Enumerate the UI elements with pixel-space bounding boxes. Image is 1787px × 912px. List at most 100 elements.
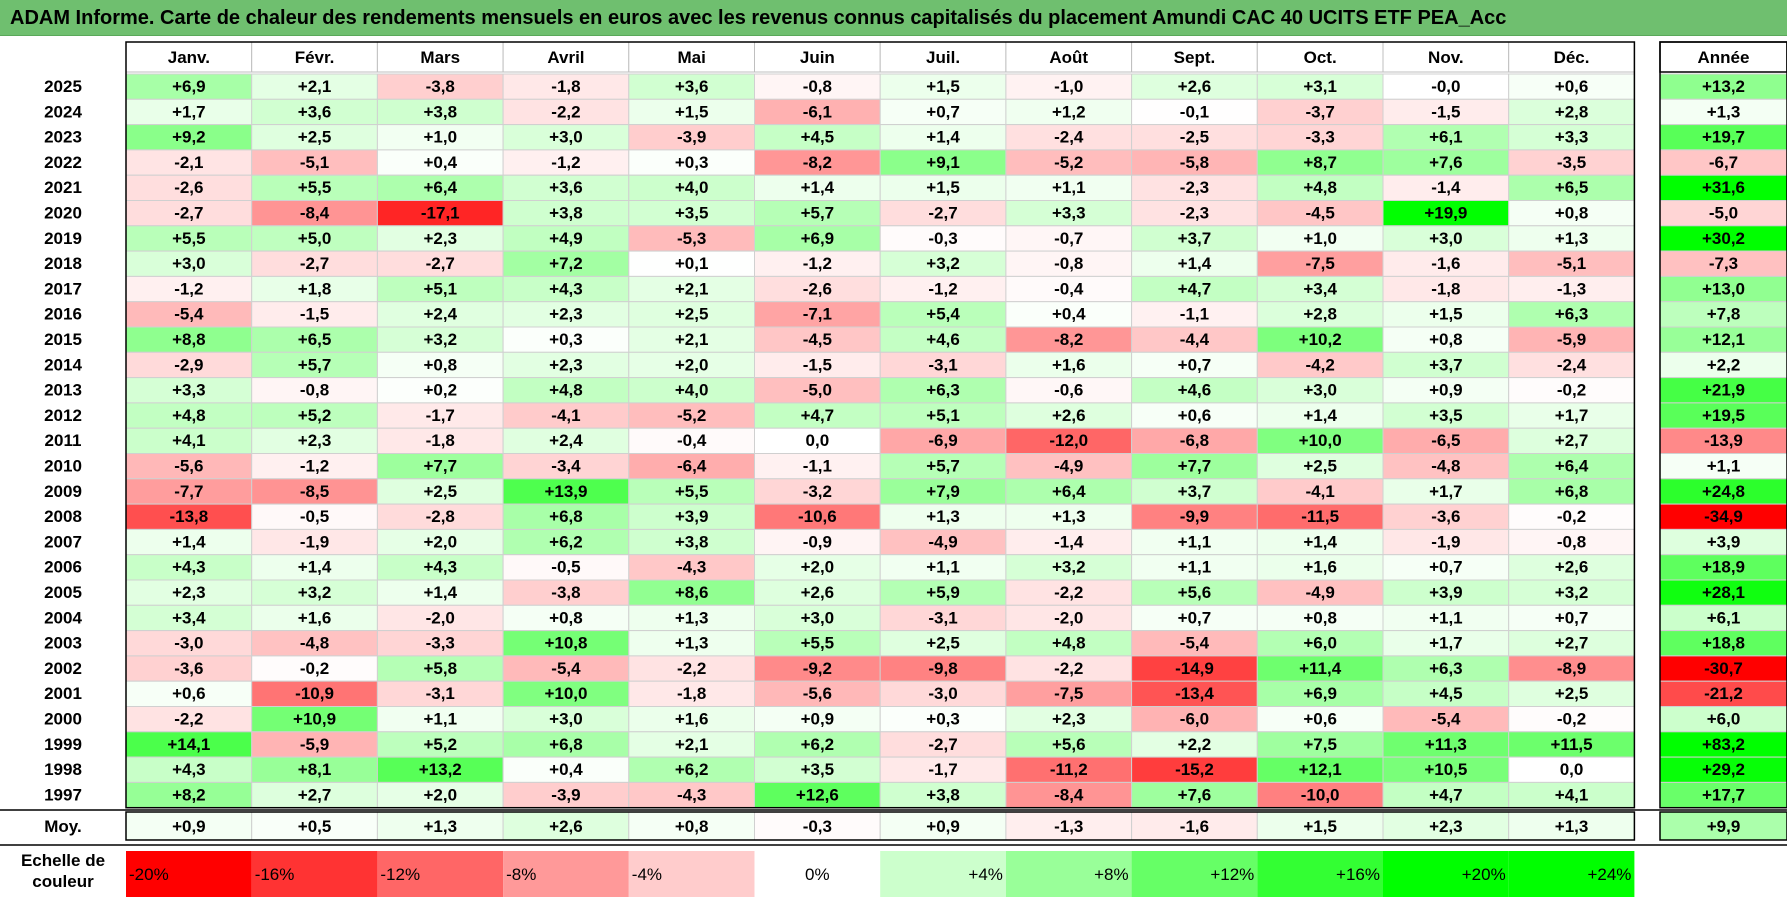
heat-cell-value: +0,8 [1429,330,1463,349]
heat-cell-value: +2,6 [1555,558,1589,577]
annual-cell [1659,781,1787,809]
heat-cell [1508,73,1635,100]
heat-cell-value: +1,4 [801,178,835,197]
heat-cell-value: +4,8 [1303,178,1337,197]
annual-cell-value: +29,2 [1702,760,1745,779]
heat-cell-value: -3,7 [1306,102,1335,121]
heat-cell [1131,250,1258,277]
heat-cell-value: +4,0 [675,381,709,400]
heat-cell [628,73,755,100]
heat-cell [879,73,1007,100]
heat-cell-value: -1,2 [174,279,203,298]
heat-cell-value: -5,0 [803,381,832,400]
heat-cell [376,579,504,606]
scale-stop-label: -4% [632,865,662,884]
heat-cell [502,351,630,379]
heat-cell [251,275,378,303]
heat-cell-value: +7,2 [549,254,583,273]
heat-cell-value: +0,8 [423,355,457,374]
heat-cell-value: +3,2 [1555,583,1589,602]
heat-cell-value: -2,7 [928,204,957,223]
heat-cell-value: +0,4 [1052,305,1086,324]
heat-cell-value: +1,4 [1303,532,1337,551]
heat-cell-value: +2,2 [1178,735,1212,754]
heat-cell [1131,554,1258,581]
scale-stop-label: +24% [1587,865,1631,884]
year-label: 2006 [44,558,82,577]
heat-cell [502,503,630,530]
heat-cell-value: -3,9 [677,128,706,147]
heat-cell [125,301,253,328]
heat-cell-value: +10,5 [1424,760,1467,779]
heat-cell-value: +2,7 [298,785,332,804]
heat-cell [879,326,1007,353]
heat-cell [376,250,504,277]
heat-cell [754,655,881,682]
heat-cell [1256,326,1384,353]
scale-swatch [1383,851,1509,897]
year-label: 2021 [44,178,82,197]
heat-cell [754,174,881,201]
month-header: Mai [677,48,705,67]
heat-cell-value: +6,5 [298,330,332,349]
heat-cell [376,301,504,328]
heat-cell [376,200,504,227]
heat-cell [1382,427,1510,455]
heat-cell [1256,250,1384,277]
heat-cell-value: -4,4 [1180,330,1210,349]
heat-cell-value: -7,5 [1306,254,1335,273]
heat-cell-value: -17,1 [421,204,460,223]
heat-cell-value: +6,2 [549,532,583,551]
scale-stop-label: +16% [1336,865,1380,884]
heat-cell-value: -8,2 [1054,330,1083,349]
heat-cell [1256,528,1384,556]
annual-cell-value: +13,0 [1702,279,1745,298]
year-label: 2012 [44,406,82,425]
heat-cell-value: +6,5 [1555,178,1589,197]
heat-cell-value: +7,7 [423,457,457,476]
year-label: 2023 [44,128,82,147]
heat-cell-value: +3,8 [549,204,583,223]
month-header-cell [125,41,253,73]
heat-cell [628,478,755,505]
heat-cell [1131,98,1258,126]
average-cell-value: +1,5 [1303,817,1337,836]
heat-cell-value: +0,7 [1178,355,1212,374]
heat-cell [1508,174,1635,201]
annual-cell [1659,301,1787,328]
heat-cell [1508,630,1635,657]
average-label: Moy. [44,817,81,836]
heat-cell-value: +0,1 [675,254,709,273]
heat-cell-value: -2,5 [1180,128,1209,147]
annual-cell-value: -30,7 [1704,659,1743,678]
heat-cell [502,301,630,328]
heat-cell-value: -4,9 [1306,583,1335,602]
heat-cell [754,402,881,429]
heat-cell-value: -5,2 [677,406,706,425]
month-header: Juin [800,48,835,67]
heat-cell [754,554,881,581]
annual-cell-value: -6,7 [1709,153,1738,172]
heat-cell-value: +3,2 [298,583,332,602]
heat-cell [125,98,253,126]
heat-cell [125,351,253,379]
average-cell-value: +2,6 [549,817,583,836]
scale-stop-label: -16% [255,865,295,884]
heat-cell-value: -9,8 [928,659,957,678]
heat-cell-value: +1,3 [675,634,709,653]
annual-cell-value: +3,9 [1707,532,1741,551]
heat-cell-value: +1,6 [1052,355,1086,374]
heat-cell-value: +0,8 [1555,204,1589,223]
heat-cell [1382,579,1510,606]
heat-cell [125,528,253,556]
heat-cell-value: +4,3 [423,558,457,577]
heat-cell [754,680,881,708]
scale-swatch [126,851,252,897]
heat-cell [1131,301,1258,328]
heat-cell-value: -0,5 [551,558,580,577]
annual-cell [1659,402,1787,429]
heat-cell-value: +1,2 [1052,102,1086,121]
heat-cell [502,149,630,176]
year-label: 2014 [44,355,82,374]
heat-cell-value: -1,8 [551,77,580,96]
